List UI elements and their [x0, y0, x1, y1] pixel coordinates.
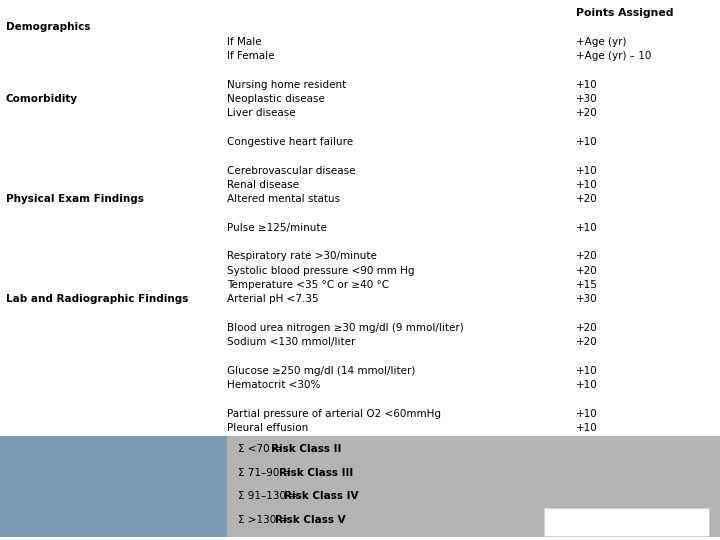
Text: Comorbidity: Comorbidity: [6, 94, 78, 104]
Text: +10: +10: [576, 222, 598, 233]
Text: +Age (yr): +Age (yr): [576, 37, 626, 47]
Text: +20: +20: [576, 108, 598, 118]
Text: +20: +20: [576, 337, 598, 347]
Text: Arterial pH <7.35: Arterial pH <7.35: [227, 294, 318, 305]
Text: +10: +10: [576, 180, 598, 190]
Text: Σ <70 =: Σ <70 =: [238, 444, 284, 454]
Text: Cerebrovascular disease: Cerebrovascular disease: [227, 165, 355, 176]
Text: Nursing home resident: Nursing home resident: [227, 79, 346, 90]
Text: Risk Class V: Risk Class V: [275, 515, 346, 525]
Text: Liver disease: Liver disease: [227, 108, 295, 118]
Text: Risk Class III: Risk Class III: [279, 468, 354, 478]
Text: Hematocrit <30%: Hematocrit <30%: [227, 380, 320, 390]
Text: Σ 91–130 =: Σ 91–130 =: [238, 491, 301, 501]
Text: Demographics: Demographics: [6, 22, 90, 32]
Text: +10: +10: [576, 366, 598, 376]
Text: If Female: If Female: [227, 51, 274, 61]
Bar: [227, 436, 720, 537]
Text: If Male: If Male: [227, 37, 261, 47]
Text: Respiratory rate >30/minute: Respiratory rate >30/minute: [227, 252, 377, 261]
Text: Temperature <35 °C or ≥40 °C: Temperature <35 °C or ≥40 °C: [227, 280, 389, 290]
Bar: [0, 436, 227, 537]
Text: +30: +30: [576, 294, 598, 305]
Text: +10: +10: [576, 79, 598, 90]
Text: Σ 71–90 =: Σ 71–90 =: [238, 468, 294, 478]
Text: Blood urea nitrogen ≥30 mg/dl (9 mmol/liter): Blood urea nitrogen ≥30 mg/dl (9 mmol/li…: [227, 323, 464, 333]
Text: Pleural effusion: Pleural effusion: [227, 423, 308, 433]
Text: Pulse ≥125/minute: Pulse ≥125/minute: [227, 222, 327, 233]
Text: Neoplastic disease: Neoplastic disease: [227, 94, 325, 104]
Text: +20: +20: [576, 194, 598, 204]
Text: +20: +20: [576, 323, 598, 333]
Text: Systolic blood pressure <90 mm Hg: Systolic blood pressure <90 mm Hg: [227, 266, 414, 276]
Text: +15: +15: [576, 280, 598, 290]
Text: Altered mental status: Altered mental status: [227, 194, 340, 204]
Text: Congestive heart failure: Congestive heart failure: [227, 137, 353, 147]
Text: +10: +10: [576, 137, 598, 147]
Text: Σ >130 =: Σ >130 =: [238, 515, 291, 525]
Text: +10: +10: [576, 423, 598, 433]
Text: +20: +20: [576, 252, 598, 261]
Text: Renal disease: Renal disease: [227, 180, 299, 190]
Text: +30: +30: [576, 94, 598, 104]
Text: +10: +10: [576, 409, 598, 419]
Text: Lab and Radiographic Findings: Lab and Radiographic Findings: [6, 294, 188, 305]
Text: Points Assigned: Points Assigned: [576, 8, 673, 18]
Bar: [544, 508, 709, 536]
Text: Glucose ≥250 mg/dl (14 mmol/liter): Glucose ≥250 mg/dl (14 mmol/liter): [227, 366, 415, 376]
Text: Physical Exam Findings: Physical Exam Findings: [6, 194, 143, 204]
Text: +10: +10: [576, 380, 598, 390]
Text: +10: +10: [576, 165, 598, 176]
Text: Partial pressure of arterial O2 <60mmHg: Partial pressure of arterial O2 <60mmHg: [227, 409, 441, 419]
Text: +20: +20: [576, 266, 598, 276]
Text: +Age (yr) – 10: +Age (yr) – 10: [576, 51, 652, 61]
Text: Risk Class IV: Risk Class IV: [284, 491, 358, 501]
Text: Sodium <130 mmol/liter: Sodium <130 mmol/liter: [227, 337, 355, 347]
Text: Risk Class II: Risk Class II: [271, 444, 341, 454]
